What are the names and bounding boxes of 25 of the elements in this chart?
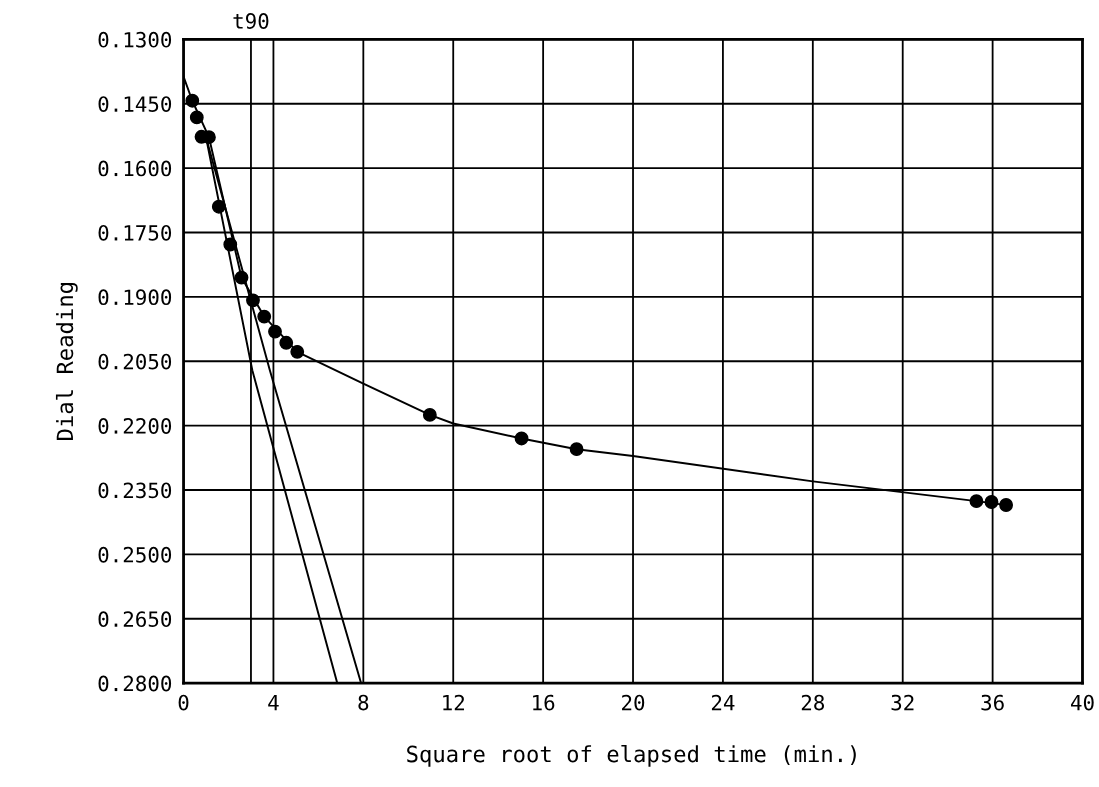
y-tick-label: 0.1900: [98, 289, 172, 306]
x-tick-label: 16: [533, 694, 555, 711]
x-tick-label: 8: [358, 694, 369, 711]
y-tick-label: 0.2650: [98, 611, 172, 628]
y-tick-label: 0.1300: [98, 31, 172, 48]
y-tick-label: 0.2500: [98, 546, 172, 563]
y-tick-label: 0.2200: [98, 418, 172, 434]
x-tick-label: 4: [268, 694, 279, 711]
y-tick-label: 0.2050: [98, 353, 172, 370]
y-tick-label: 0.2800: [98, 675, 172, 692]
x-tick-label: 32: [891, 694, 914, 711]
y-tick-label: 0.2350: [98, 482, 172, 499]
y-tick-label: 0.1750: [98, 224, 172, 241]
y-tick-label: 0.1450: [98, 96, 172, 112]
x-axis-title: Square root of elapsed time (min.): [407, 745, 856, 767]
y-tick-label: 0.1600: [98, 160, 172, 177]
x-tick-label: 40: [1071, 694, 1094, 711]
x-tick-label: 28: [801, 694, 825, 711]
x-tick-label: 20: [622, 694, 645, 711]
y-axis-title: Dial Reading: [55, 283, 78, 441]
x-tick-label: 0: [178, 694, 189, 711]
x-tick-label: 12: [443, 694, 464, 711]
ref-line-label: t90: [233, 13, 269, 29]
x-tick-label: 36: [981, 694, 1004, 711]
x-tick-label: 24: [711, 694, 735, 711]
